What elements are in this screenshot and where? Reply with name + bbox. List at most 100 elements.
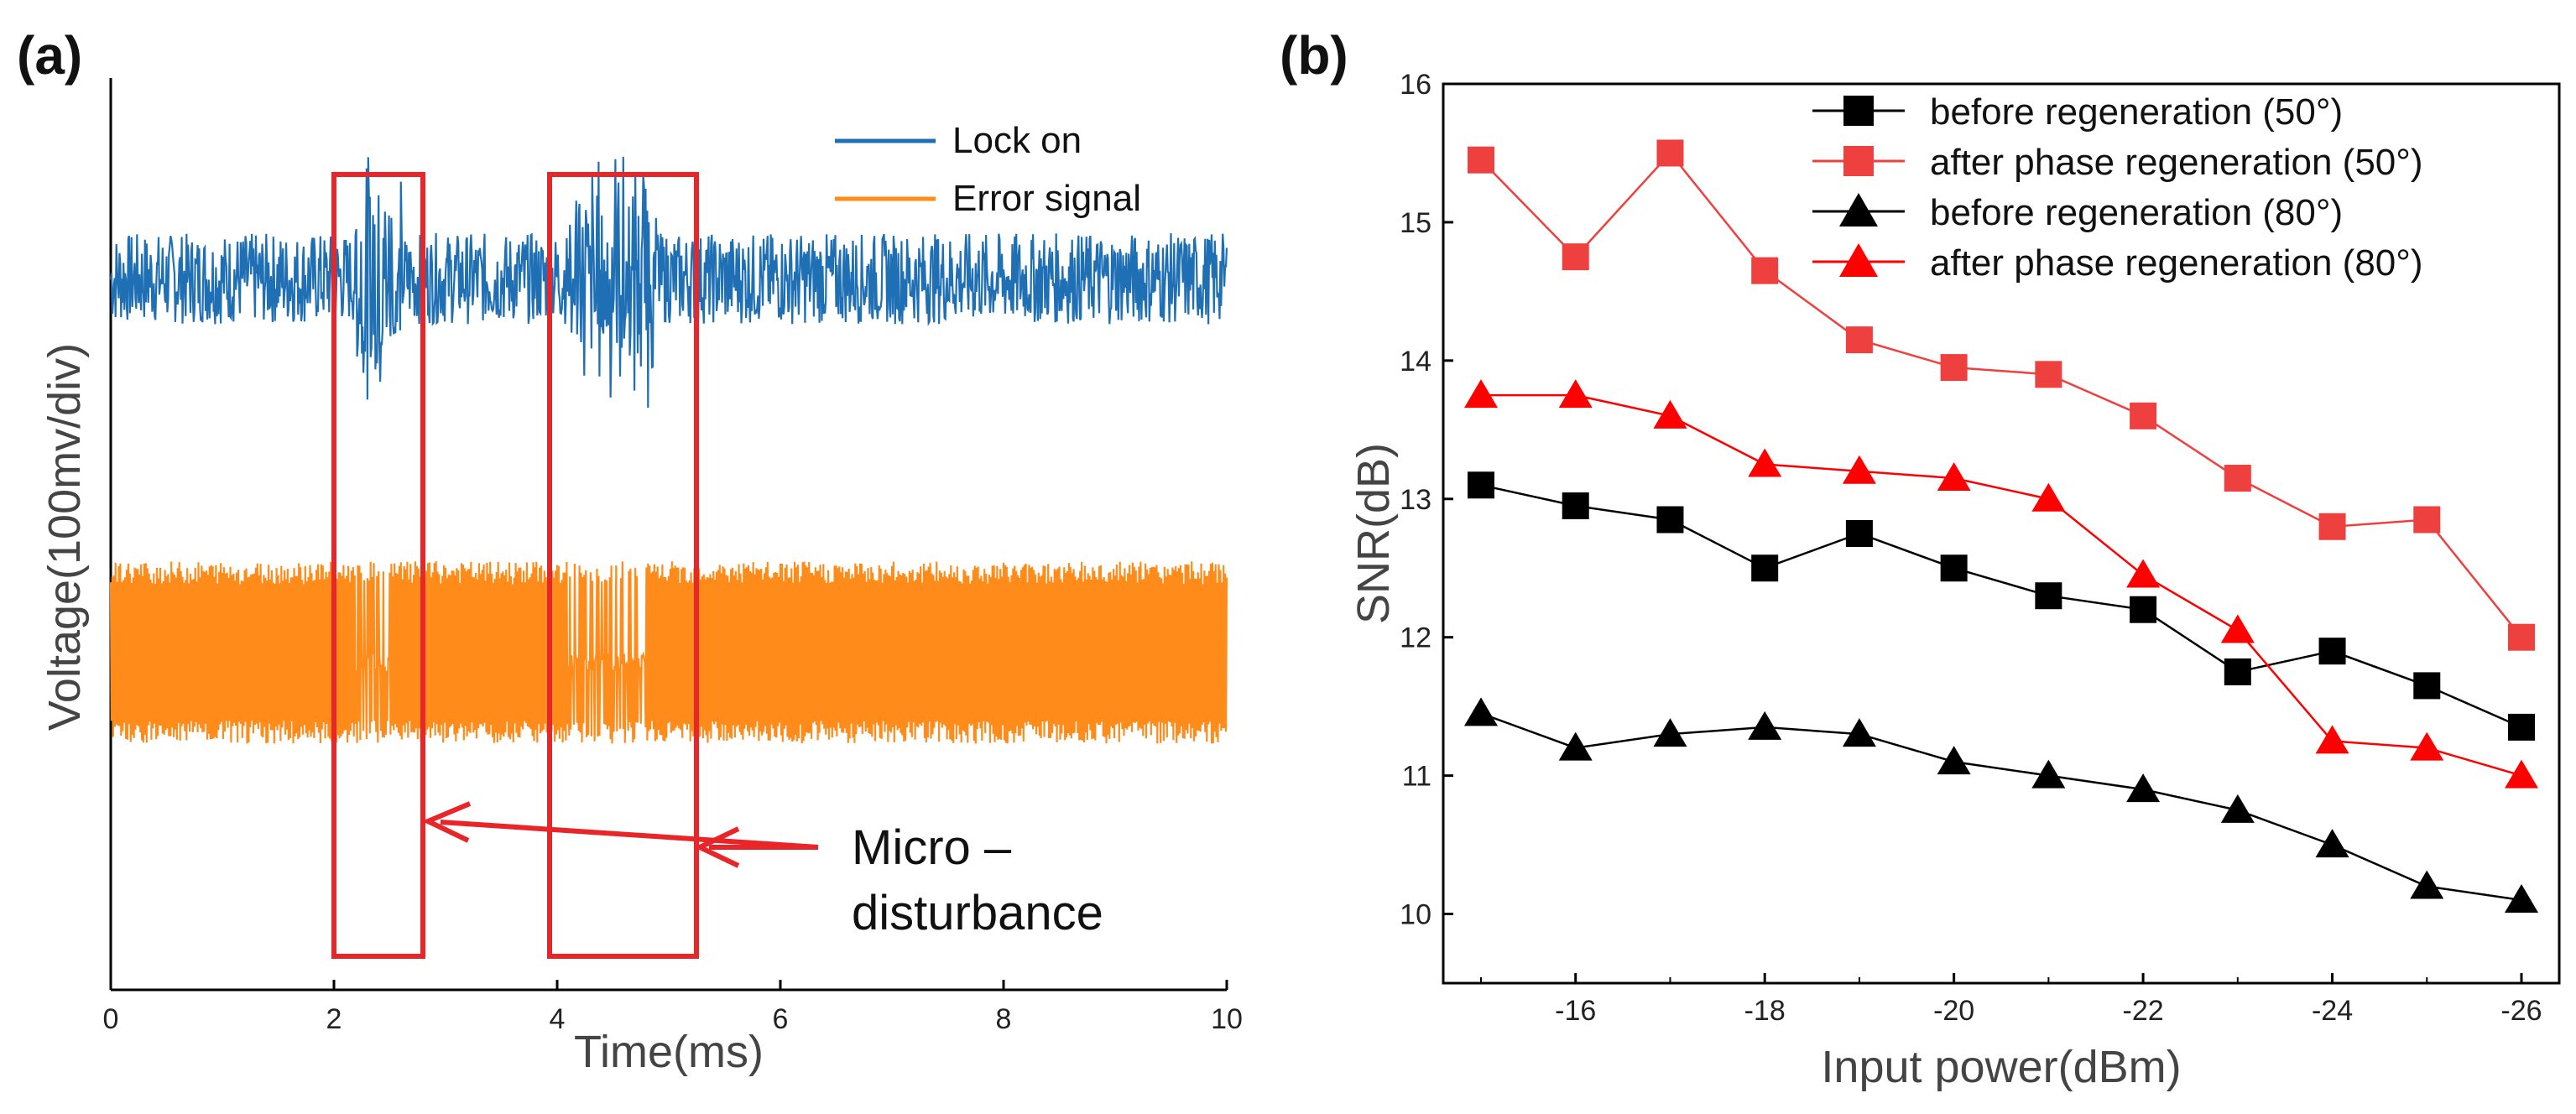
panel-a-x-tick-labels: 0 2 4 6 8 10 [103, 1003, 1243, 1035]
panel-a-x-tick-label: 6 [773, 1003, 789, 1035]
data-point-after-phase-regeneration-80 [1558, 379, 1593, 409]
panel-b-y-tick-label: 15 [1400, 207, 1431, 239]
series-line-before-regeneration-50 [1480, 484, 2522, 729]
data-point-after-phase-regeneration-50 [2224, 465, 2251, 492]
legend-label-before-80: before regeneration (80°) [1930, 192, 2343, 233]
arrow-head-2 [694, 826, 740, 868]
panel-b-legend: before regeneration (50°) after phase re… [1812, 91, 2423, 284]
panel-a-x-tick-label: 8 [996, 1003, 1012, 1035]
panel-b-series [1464, 139, 2538, 914]
data-point-after-phase-regeneration-50 [1656, 139, 1684, 167]
arrow-to-box-1 [440, 820, 819, 850]
panel-a-legend: Lock on Error signal [835, 120, 1141, 219]
series-line-after-phase-regeneration-50 [1480, 151, 2522, 638]
panel-a-x-tick-label: 0 [103, 1003, 119, 1035]
panel-b-y-ticks [1443, 82, 1453, 916]
panel-b-x-tick-label: -18 [1744, 995, 1786, 1027]
error-signal-trace [109, 561, 1228, 744]
data-point-after-phase-regeneration-50 [1940, 354, 1968, 382]
data-point-before-regeneration-80 [2031, 759, 2066, 789]
panel-b-x-tick-label: -20 [1933, 995, 1974, 1027]
panel-b-y-tick-label: 11 [1402, 761, 1431, 793]
data-point-after-phase-regeneration-50 [1562, 243, 1589, 271]
data-point-after-phase-regeneration-50 [1468, 146, 1494, 174]
data-point-after-phase-regeneration-50 [2035, 361, 2062, 388]
panel-a-x-axis-label: Time(ms) [574, 1027, 764, 1077]
panel-b-x-tick-label: -24 [2312, 995, 2353, 1027]
data-point-before-regeneration-50 [1751, 554, 1779, 582]
data-point-after-phase-regeneration-80 [2220, 614, 2255, 643]
data-point-before-regeneration-50 [2318, 638, 2346, 665]
data-point-before-regeneration-50 [1468, 471, 1494, 499]
panel-b-y-tick-label: 16 [1400, 69, 1431, 101]
data-point-after-phase-regeneration-80 [2410, 731, 2444, 761]
panel-b: (b) 10 11 12 13 14 15 16 -16 -18 -20 -22… [1280, 25, 2561, 1092]
data-point-after-phase-regeneration-80 [1937, 462, 1971, 492]
panel-b-x-ticks [1480, 973, 2523, 983]
data-point-after-phase-regeneration-80 [2126, 559, 2161, 588]
data-point-before-regeneration-80 [2220, 794, 2255, 823]
panel-b-y-tick-label: 14 [1400, 346, 1431, 377]
data-point-after-phase-regeneration-50 [2413, 506, 2441, 534]
data-point-before-regeneration-80 [2410, 870, 2444, 899]
data-point-before-regeneration-50 [2413, 672, 2441, 700]
data-point-after-phase-regeneration-80 [2031, 482, 2066, 512]
panel-a: (a) 0 2 4 6 8 10 Time(ms) Voltage(100mv/… [17, 25, 1243, 1077]
annotation-arrows [421, 801, 819, 868]
data-point-before-regeneration-50 [1845, 520, 1873, 547]
legend-marker-after-50 [1843, 146, 1874, 176]
panel-b-label: (b) [1280, 25, 1348, 86]
data-point-after-phase-regeneration-80 [1464, 379, 1498, 409]
data-point-after-phase-regeneration-50 [1845, 326, 1873, 354]
panel-a-y-axis-label: Voltage(100mv/div) [39, 343, 90, 731]
panel-a-x-tick-label: 2 [326, 1003, 342, 1035]
data-point-after-phase-regeneration-80 [2505, 759, 2538, 789]
legend-label-error-signal: Error signal [952, 178, 1141, 219]
data-point-after-phase-regeneration-80 [2315, 725, 2349, 754]
data-point-after-phase-regeneration-50 [2508, 623, 2535, 651]
lock-on-trace [109, 156, 1228, 409]
data-point-before-regeneration-80 [1842, 718, 1876, 747]
disturbance-box-1 [331, 172, 425, 959]
panel-b-y-axis-label: SNR(dB) [1348, 443, 1399, 624]
legend-label-after-50: after phase regeneration (50°) [1930, 142, 2423, 183]
data-point-before-regeneration-80 [1937, 746, 1971, 775]
data-point-before-regeneration-80 [1558, 731, 1593, 761]
annotation-line-1: Micro – [852, 820, 1012, 875]
data-point-before-regeneration-80 [1464, 697, 1498, 726]
legend-marker-before-50 [1843, 96, 1874, 126]
data-point-before-regeneration-50 [1562, 492, 1589, 520]
data-point-before-regeneration-50 [2035, 582, 2062, 610]
panel-b-x-axis-label: Input power(dBm) [1821, 1042, 2181, 1092]
data-point-before-regeneration-80 [1653, 718, 1687, 747]
panel-b-x-tick-label: -16 [1555, 995, 1596, 1027]
data-point-before-regeneration-50 [1940, 554, 1968, 582]
series-line-before-regeneration-80 [1480, 712, 2522, 902]
data-point-before-regeneration-50 [2130, 596, 2157, 623]
data-point-before-regeneration-50 [2224, 658, 2251, 685]
panel-a-x-tick-label: 10 [1211, 1003, 1243, 1035]
data-point-before-regeneration-80 [1748, 711, 1782, 740]
panel-a-x-tick-label: 4 [550, 1003, 566, 1035]
data-point-before-regeneration-50 [2508, 713, 2535, 741]
data-point-after-phase-regeneration-80 [1748, 448, 1782, 477]
legend-marker-after-80 [1839, 243, 1878, 277]
disturbance-box-2 [547, 172, 699, 959]
legend-label-lock-on: Lock on [952, 120, 1082, 161]
data-point-before-regeneration-80 [2315, 829, 2349, 858]
data-point-before-regeneration-50 [1656, 506, 1684, 534]
data-point-before-regeneration-80 [2126, 773, 2161, 803]
legend-label-before-50: before regeneration (50°) [1930, 91, 2343, 133]
data-point-before-regeneration-80 [2505, 884, 2538, 914]
panel-b-y-tick-labels: 10 11 12 13 14 15 16 [1400, 69, 1431, 931]
data-point-after-phase-regeneration-50 [2318, 513, 2346, 540]
panel-b-y-tick-label: 12 [1400, 622, 1431, 654]
legend-label-after-80: after phase regeneration (80°) [1930, 242, 2423, 284]
panel-b-x-tick-label: -22 [2123, 995, 2164, 1027]
series-line-after-phase-regeneration-80 [1481, 393, 2522, 777]
data-point-after-phase-regeneration-80 [1653, 399, 1687, 429]
panel-b-x-tick-labels: -16 -18 -20 -22 -24 -26 [1555, 995, 2542, 1027]
annotation-line-2: disturbance [852, 886, 1103, 940]
data-point-after-phase-regeneration-50 [1751, 257, 1779, 284]
